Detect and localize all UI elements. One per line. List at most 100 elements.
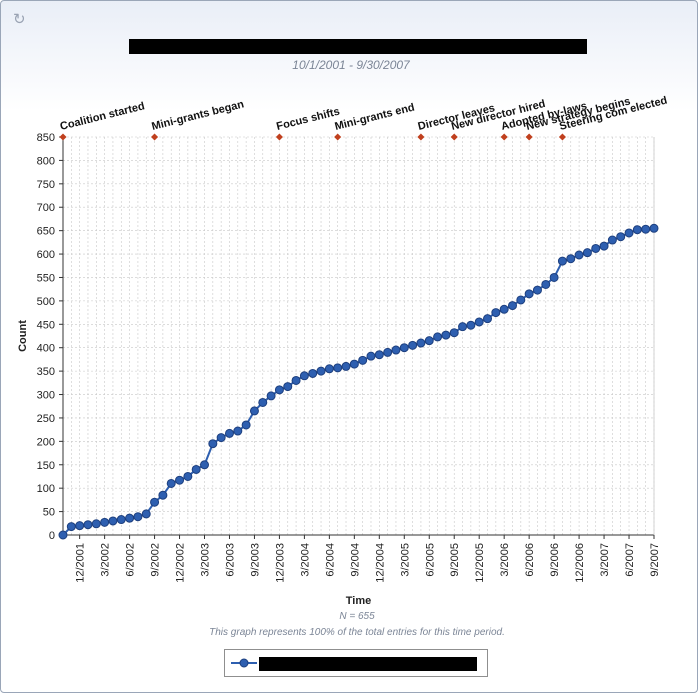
legend-series-swatch xyxy=(231,658,257,668)
event-label: Mini-grants end xyxy=(334,101,416,132)
data-point xyxy=(299,371,309,381)
data-point xyxy=(641,224,651,234)
data-point xyxy=(374,350,384,360)
data-point xyxy=(208,439,218,449)
data-point xyxy=(507,301,517,311)
data-point xyxy=(466,320,476,330)
y-tick-label: 200 xyxy=(37,436,55,448)
x-tick-label: 6/2004 xyxy=(324,543,336,577)
data-point xyxy=(408,340,418,350)
data-point xyxy=(66,522,76,532)
data-point xyxy=(141,509,151,519)
y-tick-label: 800 xyxy=(37,155,55,167)
data-point xyxy=(416,338,426,348)
event-label: Mini-grants began xyxy=(150,98,245,133)
x-tick-label: 3/2005 xyxy=(399,543,411,577)
data-point xyxy=(224,428,234,438)
date-range: 10/1/2001 - 9/30/2007 xyxy=(292,58,410,72)
data-point xyxy=(133,512,143,522)
data-point xyxy=(200,460,210,470)
x-tick-label: 6/2003 xyxy=(224,543,236,577)
refresh-icon[interactable]: ↻ xyxy=(13,11,26,28)
x-tick-label: 9/2006 xyxy=(549,543,561,577)
data-point xyxy=(383,347,393,357)
x-tick-label: 3/2004 xyxy=(299,543,311,577)
x-tick-label: 12/2006 xyxy=(574,543,586,583)
data-point xyxy=(458,322,468,332)
y-tick-label: 600 xyxy=(37,249,55,261)
event-label: Focus shifts xyxy=(275,106,341,133)
event-marker xyxy=(275,133,283,141)
x-tick-label: 9/2002 xyxy=(150,543,162,577)
data-point xyxy=(524,289,534,299)
x-tick-label: 6/2002 xyxy=(125,543,137,577)
x-tick-label: 3/2007 xyxy=(599,543,611,577)
y-tick-label: 250 xyxy=(37,413,55,425)
x-tick-label: 12/2003 xyxy=(274,543,286,583)
event-marker xyxy=(450,133,458,141)
x-tick-label: 9/2004 xyxy=(349,543,361,577)
x-axis-title: Time xyxy=(346,595,371,607)
data-point xyxy=(549,272,559,282)
y-tick-label: 450 xyxy=(37,319,55,331)
y-tick-label: 400 xyxy=(37,343,55,355)
x-tick-label: 3/2002 xyxy=(100,543,112,577)
data-point xyxy=(649,223,659,233)
data-point xyxy=(582,248,592,258)
data-point xyxy=(241,420,251,430)
x-tick-label: 9/2003 xyxy=(249,543,261,577)
data-point xyxy=(441,330,451,340)
data-point xyxy=(607,235,617,245)
data-point xyxy=(58,530,68,540)
data-point xyxy=(249,406,259,416)
data-point xyxy=(624,228,634,238)
series-line xyxy=(62,227,655,536)
data-point xyxy=(433,332,443,342)
y-tick-label: 100 xyxy=(37,483,55,495)
data-point xyxy=(632,225,642,235)
data-point xyxy=(316,366,326,376)
x-tick-label: 12/2001 xyxy=(75,543,87,583)
data-point xyxy=(599,241,609,251)
x-tick-label: 9/2005 xyxy=(449,543,461,577)
event-marker xyxy=(558,133,566,141)
data-point xyxy=(349,359,359,369)
y-tick-label: 500 xyxy=(37,296,55,308)
data-point xyxy=(116,515,126,525)
data-point xyxy=(424,336,434,346)
data-point xyxy=(216,433,226,443)
data-point xyxy=(274,385,284,395)
data-point xyxy=(125,513,135,523)
data-point xyxy=(191,464,201,474)
data-point xyxy=(557,256,567,266)
event-marker xyxy=(59,133,67,141)
data-point xyxy=(358,355,368,365)
x-tick-label: 6/2007 xyxy=(624,543,636,577)
data-point xyxy=(324,364,334,374)
data-point xyxy=(616,232,626,242)
data-point xyxy=(308,368,318,378)
y-tick-label: 350 xyxy=(37,366,55,378)
y-tick-label: 850 xyxy=(37,132,55,144)
data-point xyxy=(266,391,276,401)
coverage-note: This graph represents 100% of the total … xyxy=(209,627,505,638)
data-point xyxy=(100,517,110,527)
x-tick-label: 12/2004 xyxy=(374,543,386,583)
data-point xyxy=(158,490,168,500)
x-tick-label: 12/2005 xyxy=(474,543,486,583)
data-point xyxy=(333,363,343,373)
data-point xyxy=(399,343,409,353)
data-point xyxy=(591,243,601,253)
event-label: Coalition started xyxy=(59,100,146,133)
y-tick-label: 300 xyxy=(37,390,55,402)
x-tick-label: 3/2003 xyxy=(200,543,212,577)
x-tick-label: 6/2006 xyxy=(524,543,536,577)
event-marker xyxy=(151,133,159,141)
data-point xyxy=(483,314,493,324)
chart-title-redacted xyxy=(129,39,587,54)
data-point xyxy=(108,516,118,526)
data-point xyxy=(516,295,526,305)
y-tick-label: 750 xyxy=(37,179,55,191)
y-tick-label: 550 xyxy=(37,272,55,284)
